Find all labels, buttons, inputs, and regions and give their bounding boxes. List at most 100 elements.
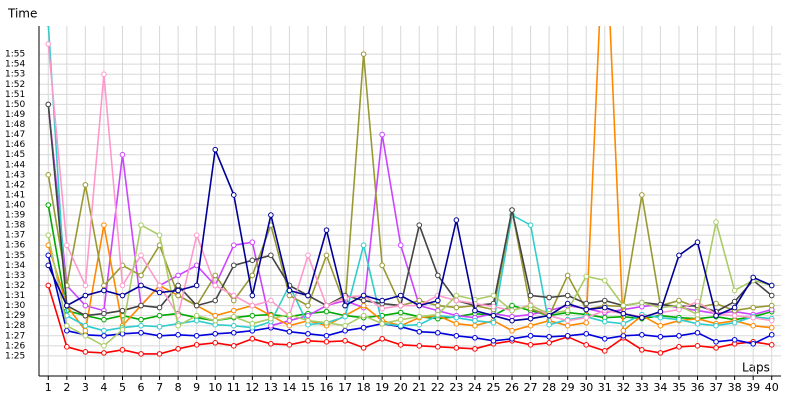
lap-point (212, 282, 219, 289)
lap-point (509, 317, 515, 324)
x-tick-label: 40 (765, 381, 779, 394)
lap-point (713, 219, 719, 225)
lap-point (750, 322, 756, 329)
lap-point (564, 300, 571, 307)
lap-point (212, 317, 219, 324)
lap-point (601, 318, 608, 325)
series-line (47, 26, 772, 332)
lap-point (45, 202, 52, 208)
lap-point (342, 313, 348, 320)
lap-point (193, 302, 200, 309)
lap-point (230, 307, 237, 314)
x-tick-label: 30 (579, 381, 593, 394)
lap-point (82, 327, 89, 334)
lap-point (731, 319, 738, 326)
y-tick-label: 1:26 (5, 341, 25, 351)
lap-point (583, 306, 590, 313)
x-tick-label: 31 (598, 381, 612, 394)
lap-point (768, 317, 775, 324)
lap-point (360, 297, 367, 304)
lap-point (768, 282, 775, 289)
x-tick-label: 3 (82, 381, 89, 394)
y-tick-label: 1:49 (5, 110, 25, 120)
lap-point (676, 332, 682, 339)
lap-point (82, 349, 89, 355)
lap-point (490, 303, 497, 310)
x-tick-label: 37 (709, 381, 723, 394)
lap-point (175, 346, 181, 352)
lap-point (657, 333, 664, 340)
y-tick-label: 1:42 (5, 180, 25, 190)
series-line (47, 146, 773, 322)
lap-point (472, 334, 478, 341)
lap-point (583, 273, 590, 280)
lap-point (676, 302, 682, 309)
lap-point (601, 335, 608, 342)
lap-point (360, 312, 367, 319)
x-tick-label: 2 (63, 381, 70, 394)
lap-point (490, 292, 497, 299)
lap-point (249, 257, 256, 264)
lap-point (46, 26, 51, 27)
lap-point (472, 322, 478, 329)
lap-point (64, 302, 70, 309)
lap-point (45, 282, 52, 289)
lap-point (676, 252, 682, 259)
lap-point (175, 292, 181, 299)
lap-point (490, 312, 497, 319)
lap-point (583, 319, 590, 326)
lap-point (509, 335, 515, 342)
lap-point (156, 332, 163, 339)
lap-point (342, 337, 348, 344)
lap-point (101, 282, 107, 289)
lap-point (305, 252, 311, 259)
lap-point (193, 342, 200, 348)
lap-point (230, 313, 237, 320)
y-tick-label: 1:31 (5, 291, 25, 301)
y-tick-label: 1:25 (5, 351, 25, 361)
lap-point (639, 299, 645, 306)
x-tick-label: 20 (394, 381, 408, 394)
x-tick-label: 28 (542, 381, 556, 394)
x-tick-label: 18 (357, 381, 371, 394)
lap-point (119, 282, 126, 289)
lap-point (639, 331, 645, 338)
series-line (47, 104, 773, 317)
lap-point (750, 274, 756, 281)
lap-point (601, 277, 608, 284)
x-tick-label: 14 (282, 381, 296, 394)
x-tick-label: 10 (208, 381, 222, 394)
lap-point (305, 330, 311, 337)
lap-point (156, 304, 163, 311)
y-tick-label: 1:53 (5, 70, 25, 80)
lap-point (138, 252, 144, 259)
lap-point (138, 272, 144, 279)
x-tick-label: 1 (45, 381, 52, 394)
lap-point (305, 292, 311, 299)
lap-point (64, 242, 70, 249)
lap-point (305, 337, 311, 344)
x-axis-label: Laps (742, 361, 770, 375)
lap-point (601, 348, 608, 354)
lap-point (713, 322, 719, 329)
lap-point (453, 320, 460, 327)
y-tick-label: 1:47 (5, 130, 25, 140)
lap-point (45, 252, 52, 259)
lap-point (397, 242, 404, 249)
lap-point (101, 222, 107, 228)
x-tick-label: 33 (635, 381, 649, 394)
lap-point (731, 287, 738, 294)
series-line (47, 26, 772, 333)
x-tick-label: 39 (746, 381, 760, 394)
lap-point (323, 332, 330, 339)
lap-point (360, 292, 367, 299)
x-tick-label: 11 (227, 381, 241, 394)
lap-point (323, 339, 330, 345)
lap-point (435, 302, 441, 309)
lap-point (138, 329, 144, 336)
lap-point (583, 300, 590, 307)
lap-point (212, 340, 219, 346)
lap-point (119, 151, 126, 158)
lap-point (101, 316, 107, 323)
lap-point (212, 312, 219, 319)
